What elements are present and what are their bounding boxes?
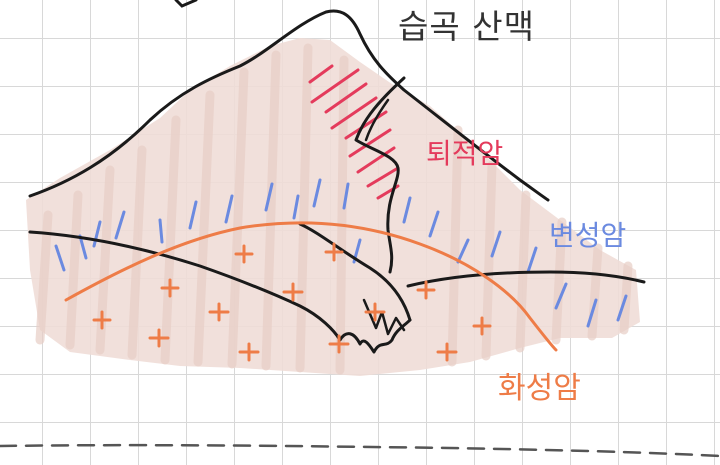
mountain-outline bbox=[28, 9, 550, 202]
metamorphic-label: 변성암 bbox=[549, 219, 627, 252]
ground-dashed-line bbox=[0, 443, 720, 458]
fault-line-inner bbox=[364, 98, 390, 142]
metamorphic-marks bbox=[54, 178, 628, 328]
sedimentary-hatching bbox=[308, 64, 400, 200]
igneous-boundary bbox=[64, 221, 558, 352]
sedimentary-label: 퇴적암 bbox=[426, 137, 504, 170]
layer-boundary-right bbox=[406, 270, 646, 288]
arrow-tip bbox=[174, 0, 198, 8]
fault-line bbox=[354, 76, 406, 274]
fold-spike bbox=[362, 298, 406, 336]
shading-strokes bbox=[35, 43, 633, 375]
igneous-marks bbox=[92, 242, 492, 362]
igneous-label: 화성암 bbox=[498, 371, 581, 406]
fold-boundary-upper bbox=[298, 222, 412, 322]
fold-mountain-label: 습곡 산맥 bbox=[398, 7, 535, 46]
